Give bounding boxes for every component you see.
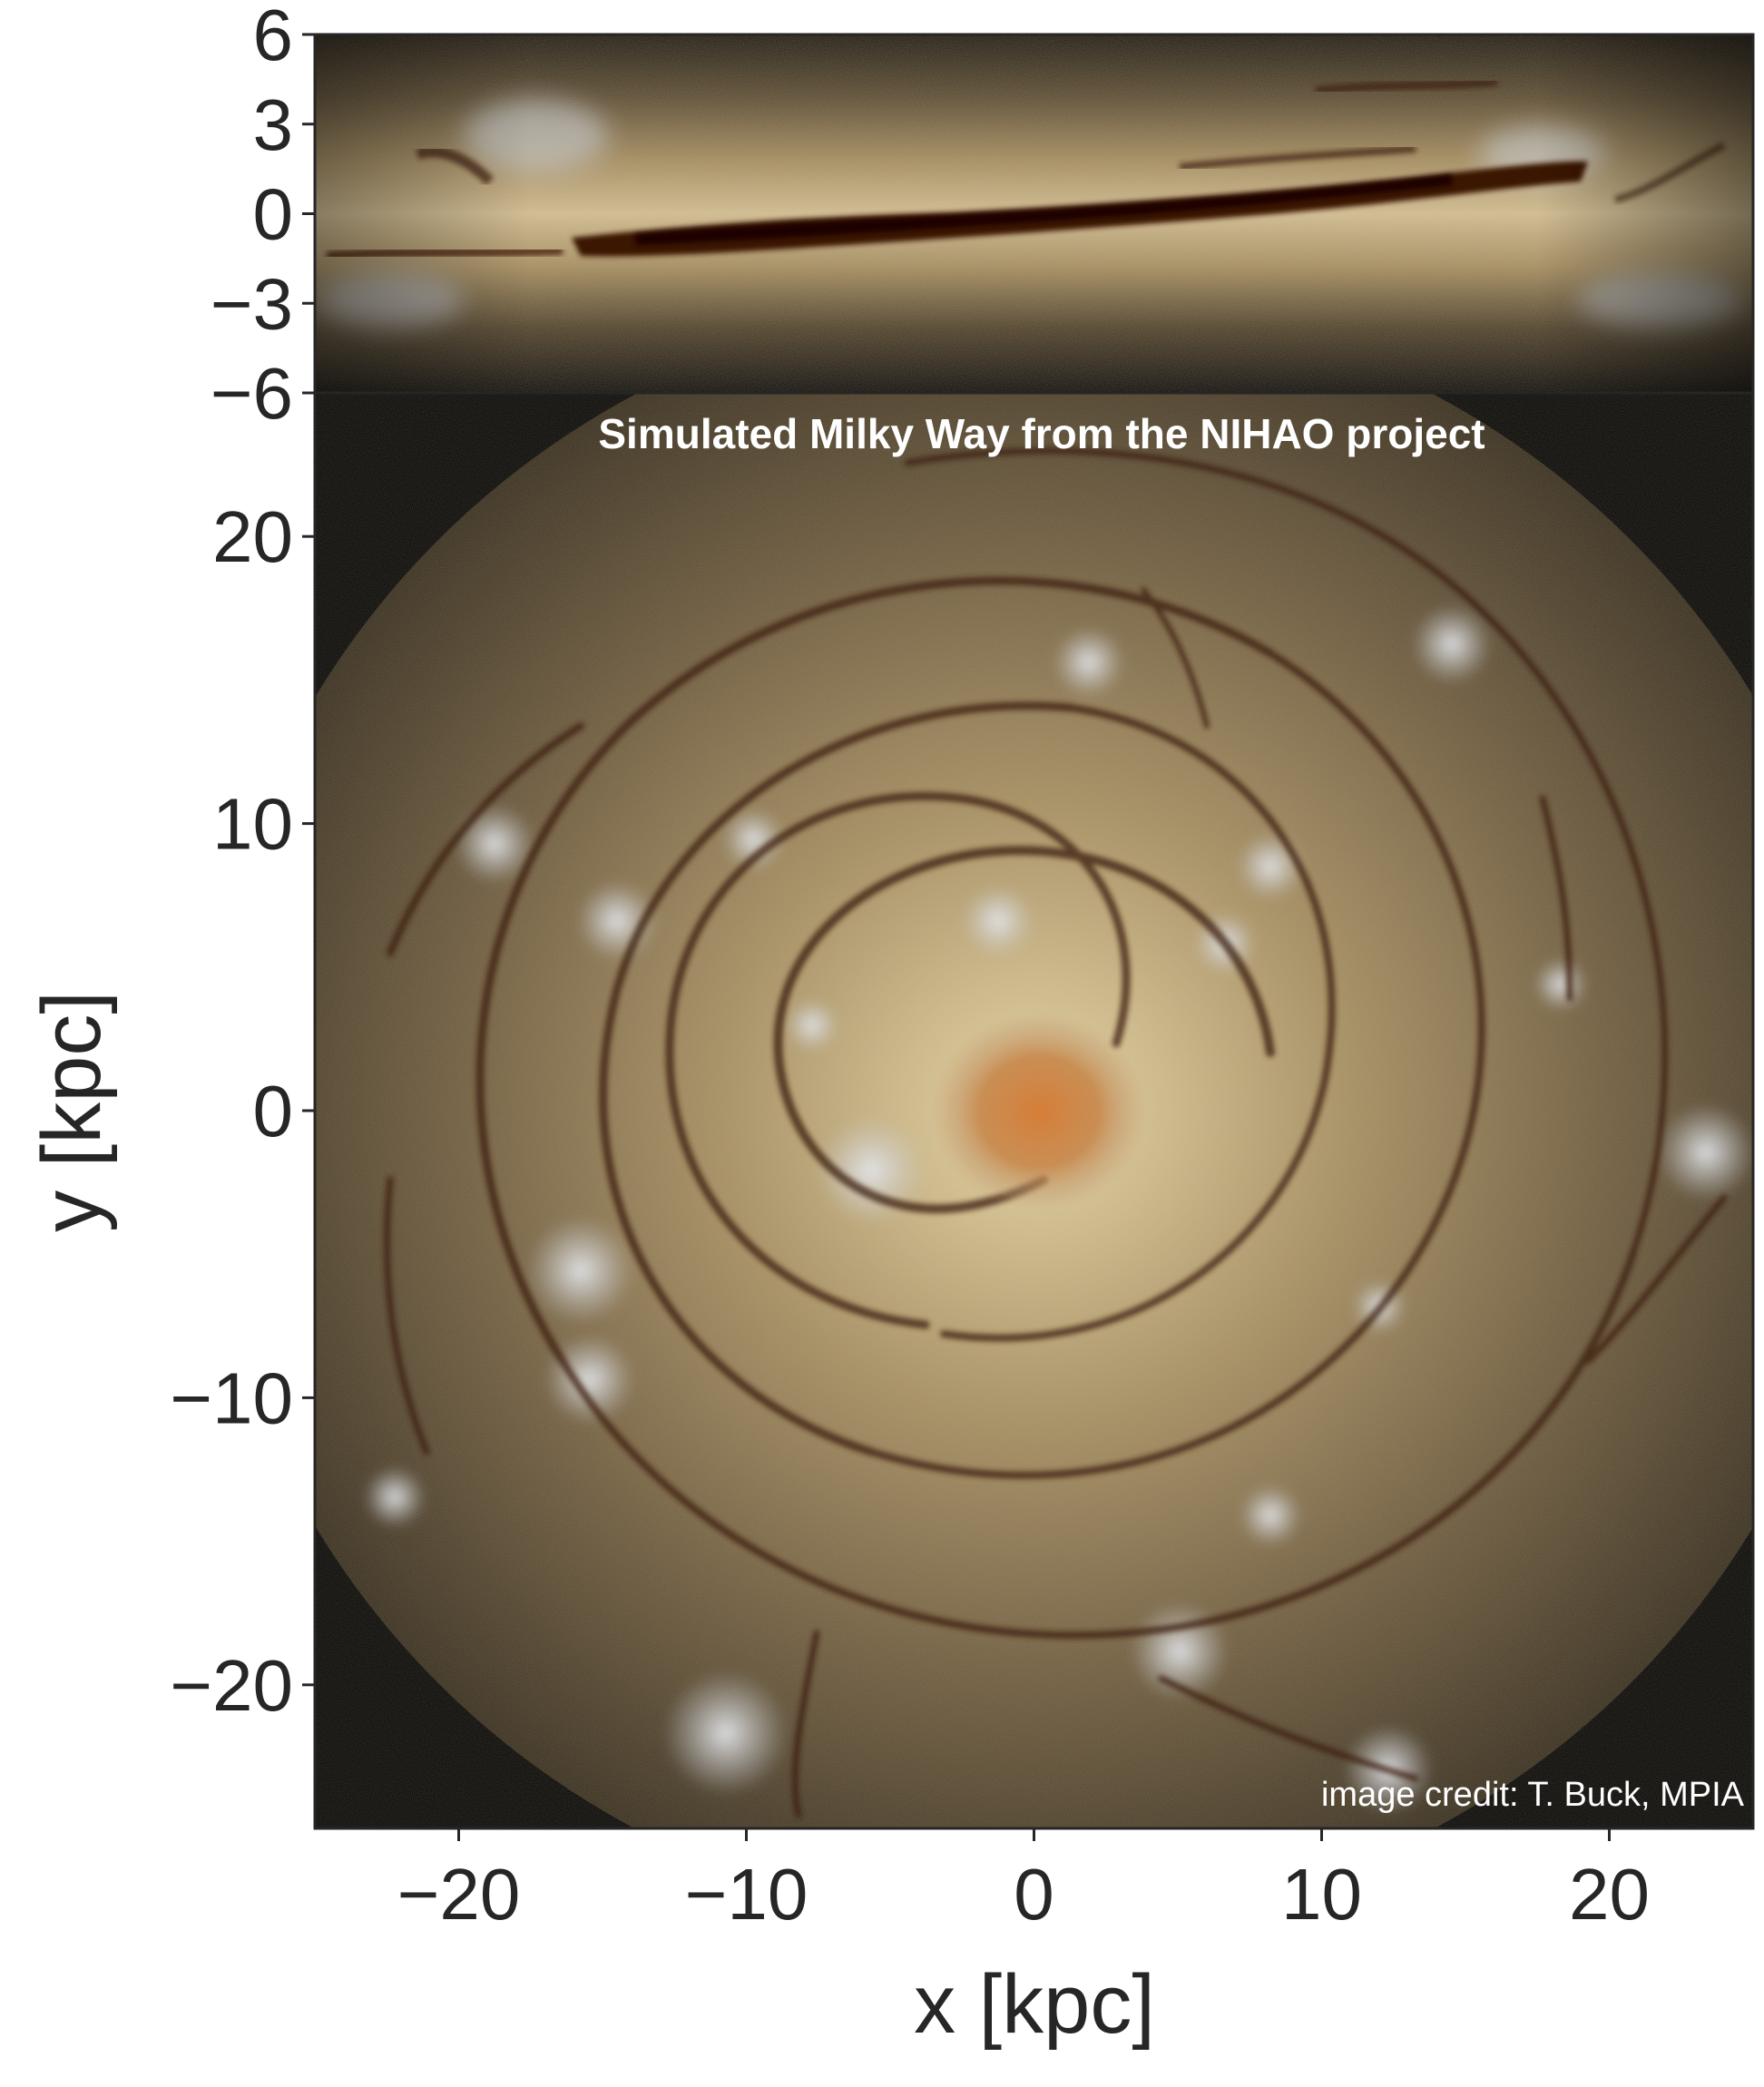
face-on-x-tick-label: −10 [685, 1854, 808, 1935]
face-on-x-tick-label: 0 [1014, 1854, 1054, 1935]
edge-on-y-tick-label: −6 [211, 353, 293, 434]
x-axis-label: x [kpc] [914, 1958, 1155, 2051]
face-on-panel [315, 393, 1753, 1828]
edge-on-y-tick-label: 0 [253, 174, 294, 255]
face-on-y-tick-label: −20 [170, 1645, 293, 1726]
edge-on-y-tick-label: 3 [253, 84, 294, 165]
face-on-x-tick-label: 10 [1281, 1854, 1362, 1935]
figure-title: Simulated Milky Way from the NIHAO proje… [598, 410, 1485, 457]
y-axis-label: y [kpc] [25, 991, 118, 1232]
face-on-x-tick-label: −20 [397, 1854, 521, 1935]
spiral-dust-lanes [383, 447, 1728, 1818]
face-on-y-tick-label: 0 [253, 1071, 294, 1151]
face-on-y-tick-label: −10 [170, 1357, 293, 1438]
image-credit: image credit: T. Buck, MPIA [1321, 1776, 1745, 1814]
face-on-y-tick-label: 20 [212, 496, 293, 577]
edge-on-panel [315, 34, 1753, 393]
edge-on-y-tick-label: −3 [211, 263, 293, 344]
edge-on-y-tick-label: 6 [253, 0, 294, 75]
face-on-y-tick-label: 10 [212, 784, 293, 865]
face-on-x-tick-label: 20 [1569, 1854, 1650, 1935]
edge-on-y-ticks: 6 3 0−3 −6 [211, 0, 315, 434]
face-on-x-ticks: −20 −10 0 10 20 [397, 1828, 1650, 1935]
face-on-y-ticks: 20 10 0 −10 −20 [170, 496, 315, 1726]
